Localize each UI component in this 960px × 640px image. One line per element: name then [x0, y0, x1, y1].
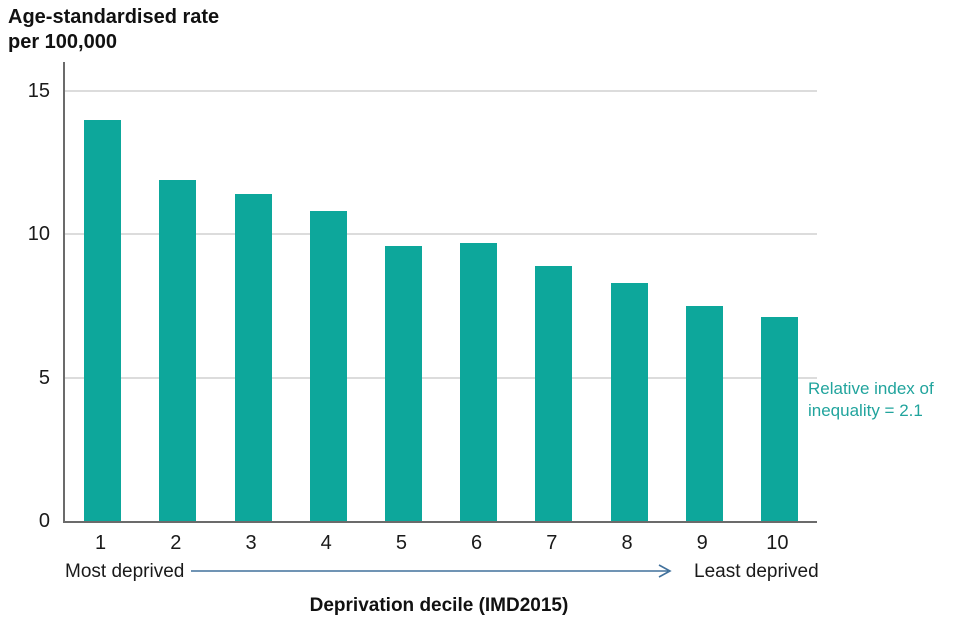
bar-decile-1 — [84, 119, 122, 521]
plot-area — [63, 62, 817, 523]
x-tick-9: 9 — [696, 532, 708, 554]
bar-decile-5 — [384, 245, 422, 521]
x-tick-8: 8 — [621, 532, 633, 554]
bar-decile-6 — [460, 242, 498, 521]
x-tick-6: 6 — [471, 532, 483, 554]
relative-index-annotation: Relative index of inequality = 2.1 — [808, 378, 960, 422]
bar-decile-9 — [685, 306, 723, 521]
x-tick-1: 1 — [95, 532, 107, 554]
x-tick-5: 5 — [395, 532, 407, 554]
bar-decile-7 — [535, 265, 573, 521]
y-tick-5: 5 — [38, 366, 50, 389]
y-tick-10: 10 — [27, 223, 50, 246]
y-tick-15: 15 — [27, 80, 50, 102]
y-axis-title: Age-standardised rate per 100,000 — [8, 5, 219, 55]
y-tick-0: 0 — [38, 510, 50, 532]
x-tick-4: 4 — [320, 532, 332, 554]
x-tick-7: 7 — [546, 532, 558, 554]
y-axis-title-line1: Age-standardised rate — [8, 6, 220, 28]
bar-decile-8 — [610, 283, 648, 521]
bar-decile-2 — [159, 179, 197, 521]
annotation-line1: Relative index of — [808, 379, 934, 398]
least-deprived-label: Least deprived — [694, 561, 819, 582]
deprivation-direction-arrow-icon — [191, 563, 678, 579]
x-axis-title: Deprivation decile (IMD2015) — [309, 595, 569, 616]
x-tick-2: 2 — [170, 532, 182, 554]
gridline-y10 — [65, 233, 817, 236]
bar-decile-3 — [234, 194, 272, 521]
bar-decile-10 — [760, 317, 798, 521]
most-deprived-label: Most deprived — [65, 561, 185, 582]
x-tick-3: 3 — [245, 532, 257, 554]
annotation-line2: inequality = 2.1 — [808, 401, 923, 420]
gridline-y5 — [65, 376, 817, 379]
gridline-y15 — [65, 90, 817, 92]
bar-decile-4 — [309, 211, 347, 521]
x-tick-10: 10 — [766, 532, 789, 554]
y-axis-title-line2: per 100,000 — [8, 31, 117, 53]
